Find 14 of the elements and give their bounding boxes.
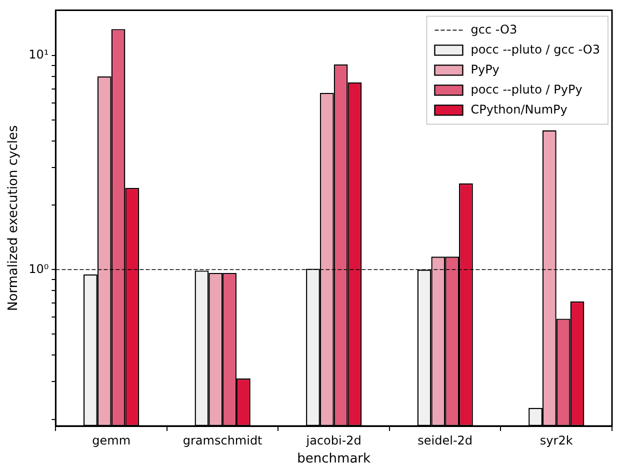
legend-label: CPython/NumPy bbox=[470, 102, 568, 116]
x-axis-title: benchmark bbox=[297, 452, 371, 467]
y-tick-label: 10⁰ bbox=[28, 262, 49, 276]
legend-label: gcc -O3 bbox=[470, 22, 518, 36]
x-tick-label: seidel-2d bbox=[418, 433, 473, 448]
y-axis-title: Normalized execution cycles bbox=[6, 125, 22, 311]
x-tick-label: jacobi-2d bbox=[305, 433, 362, 448]
legend-label: pocc --pluto / PyPy bbox=[470, 82, 582, 96]
x-tick-label: gramschmidt bbox=[182, 433, 263, 448]
y-tick-label: 10¹ bbox=[28, 48, 49, 62]
x-tick-label: syr2k bbox=[540, 433, 573, 448]
legend-label: pocc --pluto / gcc -O3 bbox=[470, 42, 600, 56]
legend-label: PyPy bbox=[470, 62, 500, 76]
x-tick-label: gemm bbox=[92, 433, 131, 448]
